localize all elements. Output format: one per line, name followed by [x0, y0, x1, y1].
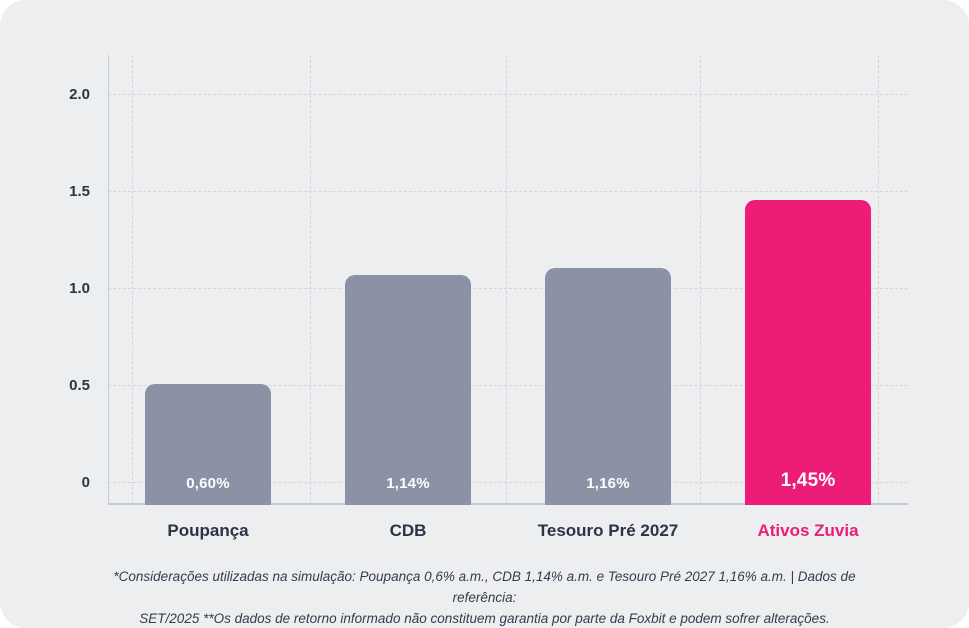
bar: 1,16%: [545, 267, 671, 505]
bar-slot: 1,45% Ativos Zuvia: [708, 55, 908, 540]
bar: 1,14%: [345, 275, 471, 505]
bar-slot: 1,16% Tesouro Pré 2027: [508, 55, 708, 540]
bar-value-label: 1,14%: [386, 475, 430, 492]
y-tick-label: 0.5: [69, 377, 90, 394]
gridline-horizontal: [108, 482, 908, 483]
bar-value-label: 0,60%: [186, 475, 230, 492]
category-label: CDB: [389, 521, 427, 540]
gridline-horizontal: [108, 94, 908, 95]
category-label: Poupança: [167, 521, 249, 540]
gridline-vertical: [310, 55, 311, 505]
y-axis-line: [108, 55, 109, 505]
gridline-vertical: [878, 55, 879, 505]
category-label: Tesouro Pré 2027: [537, 521, 679, 540]
y-tick-label: 2.0: [69, 86, 90, 103]
bar: 1,45%: [745, 199, 871, 505]
bar-slot: 0,60% Poupança: [108, 55, 308, 540]
bar-slot: 1,14% CDB: [308, 55, 508, 540]
footnote-line-1: *Considerações utilizadas na simulação: …: [113, 569, 856, 605]
footnote-line-2: SET/2025 **Os dados de retorno informado…: [139, 610, 830, 626]
bar: 0,60%: [145, 384, 271, 505]
bar-value-label: 1,45%: [780, 470, 836, 491]
gridline-horizontal: [108, 385, 908, 386]
gridline-vertical: [700, 55, 701, 505]
gridline-horizontal: [108, 288, 908, 289]
bar-chart-plot-area: 0 0.5 1.0 1.5 2.0 0,60% Poupança 1,14% CDB 1,16%…: [69, 55, 908, 540]
y-tick-label: 0: [81, 474, 90, 491]
x-axis-line: [108, 503, 908, 505]
y-tick-label: 1.0: [69, 280, 90, 297]
gridline-vertical: [132, 55, 133, 505]
bar-value-label: 1,16%: [586, 475, 630, 492]
gridline-horizontal: [108, 191, 908, 192]
chart-footnote: *Considerações utilizadas na simulação: …: [90, 567, 880, 628]
category-label: Ativos Zuvia: [757, 521, 859, 540]
bar-series: 0,60% Poupança 1,14% CDB 1,16% Tesouro Pré 20…: [108, 55, 908, 540]
y-tick-label: 1.5: [69, 183, 90, 200]
gridline-vertical: [506, 55, 507, 505]
